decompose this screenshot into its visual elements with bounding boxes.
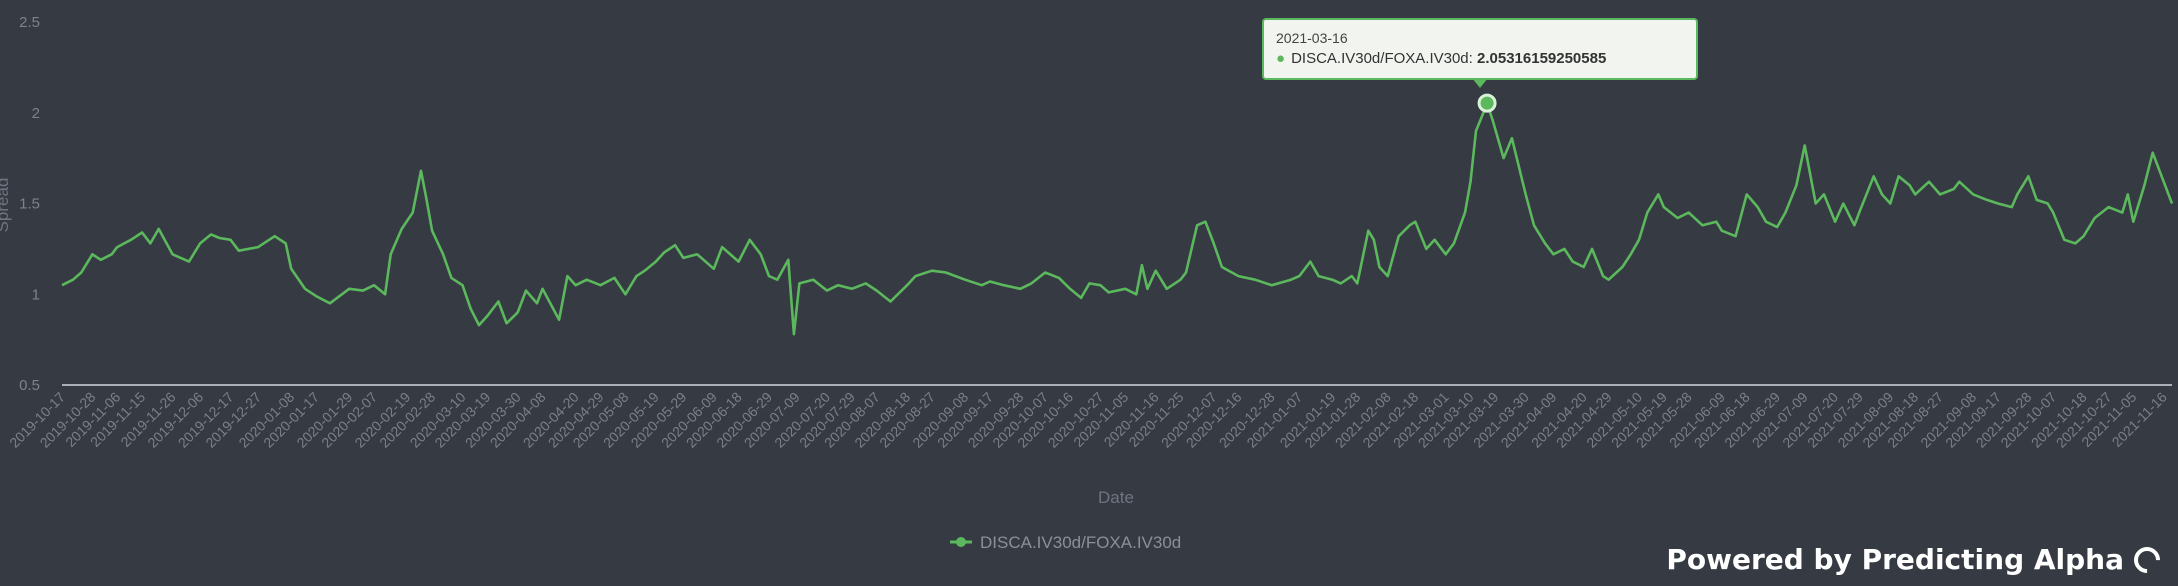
y-tick-label: 0.5: [19, 377, 40, 394]
y-tick-label: 1: [32, 286, 40, 303]
tooltip-bullet-icon: ●: [1276, 50, 1286, 67]
y-tick-label: 2.5: [19, 14, 40, 31]
tooltip: 2021-03-16 ● DISCA.IV30d/FOXA.IV30d: 2.05…: [1262, 18, 1698, 88]
tooltip-series: DISCA.IV30d/FOXA.IV30d: [1291, 50, 1469, 67]
series-line[interactable]: [61, 102, 2174, 336]
y-axis-ticks: 0.5 1 1.5 2 2.5: [19, 14, 40, 394]
predicting-alpha-logo-icon: [2128, 541, 2166, 578]
legend-label: DISCA.IV30d/FOXA.IV30d: [980, 533, 1181, 552]
legend-marker-icon: [956, 537, 966, 547]
y-axis-title: Spread: [0, 178, 12, 233]
x-axis-ticks: 2019-10-172019-10-282019-11-062019-11-15…: [6, 389, 2170, 451]
hover-point-marker[interactable]: [1477, 93, 1497, 113]
tooltip-row: ● DISCA.IV30d/FOXA.IV30d: 2.0531615925058…: [1276, 50, 1607, 67]
powered-by-branding[interactable]: Powered by Predicting Alpha: [1666, 541, 2166, 578]
powered-by-text: Powered by Predicting Alpha: [1666, 543, 2124, 576]
y-tick-label: 1.5: [19, 196, 40, 213]
tooltip-value: 2.05316159250585: [1477, 50, 1607, 67]
legend-item[interactable]: DISCA.IV30d/FOXA.IV30d: [950, 533, 1181, 552]
y-tick-label: 2: [32, 105, 40, 122]
tooltip-date: 2021-03-16: [1276, 30, 1348, 46]
x-axis-title: Date: [1098, 488, 1134, 507]
